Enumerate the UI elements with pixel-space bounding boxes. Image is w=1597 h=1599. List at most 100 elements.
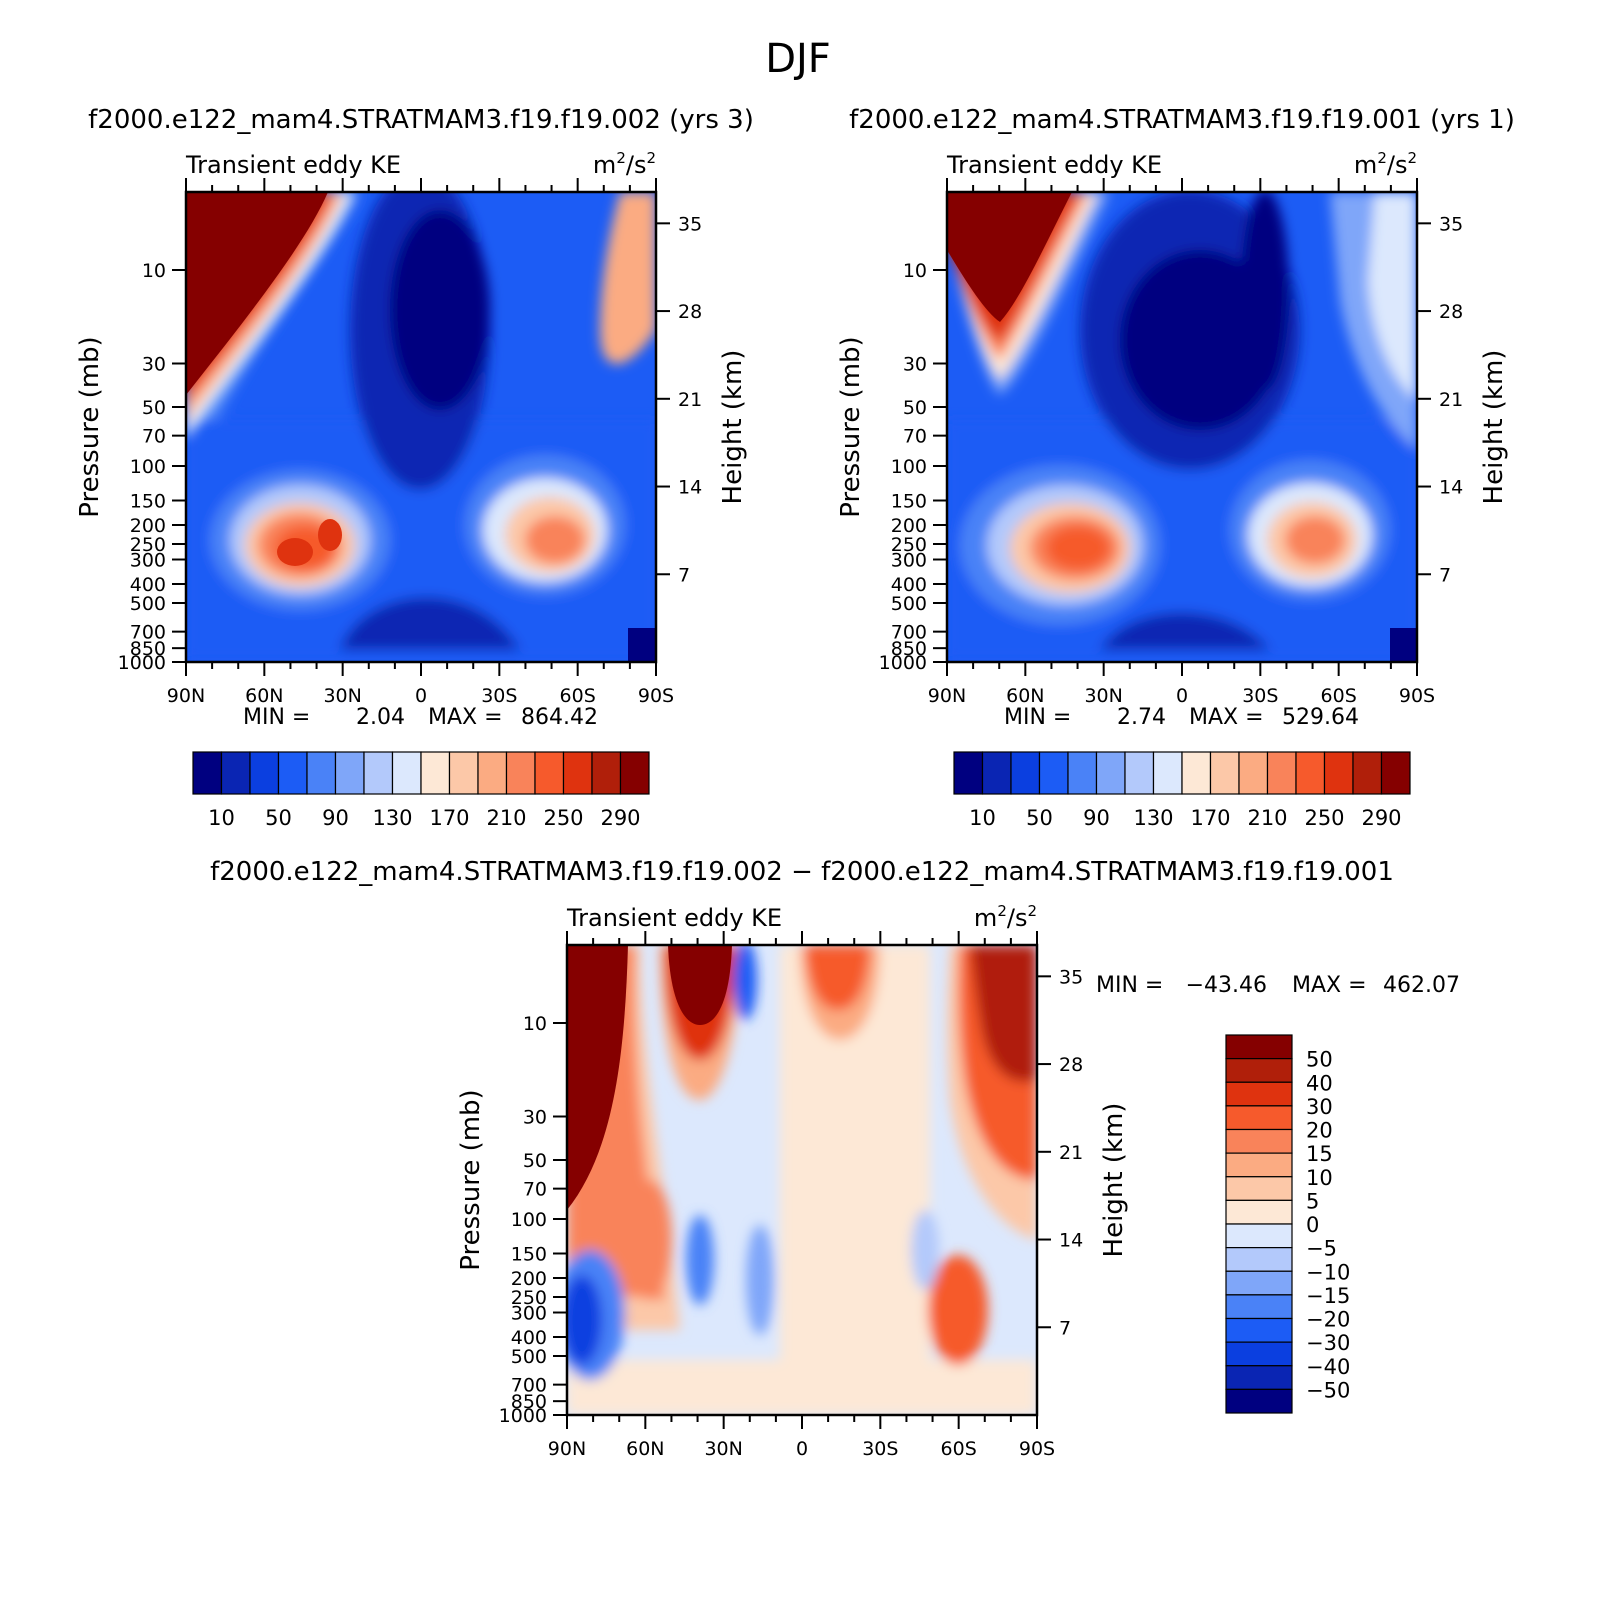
- panel-control-ylabel: Pressure (mb): [836, 336, 866, 517]
- colorbar-box: [363, 751, 394, 795]
- colorbar-box: [619, 751, 650, 795]
- height-tick-label: 28: [1439, 301, 1463, 323]
- colorbar-box: [192, 751, 223, 795]
- colorbar-label: −30: [1306, 1331, 1350, 1355]
- colorbar-box: [953, 751, 984, 795]
- colorbar-label: 250: [543, 806, 583, 830]
- colorbar-label: −5: [1306, 1237, 1337, 1261]
- colorbar-box: [505, 751, 536, 795]
- colorbar-label: 210: [486, 806, 526, 830]
- colorbar-box: [1225, 1365, 1293, 1390]
- pressure-tick-label: 50: [903, 397, 927, 419]
- colorbar-label: −40: [1306, 1355, 1350, 1379]
- pressure-tick-label: 1000: [118, 652, 166, 674]
- panel-test-ylabel: Pressure (mb): [75, 336, 105, 517]
- colorbar-box: [1225, 1223, 1293, 1249]
- panel-difference-left-label: Transient eddy KE: [566, 904, 782, 932]
- height-tick-label: 35: [1439, 213, 1463, 235]
- panel-test-max-value: 864.42: [521, 705, 598, 730]
- lat-tick-label: 60N: [626, 1438, 664, 1460]
- panel-difference-min-label: MIN =: [1096, 973, 1163, 998]
- pressure-tick-label: 300: [511, 1303, 547, 1325]
- panel-test: f2000.e122_mam4.STRATMAM3.f19.f19.002 (y…: [75, 105, 754, 830]
- panel-control-title: f2000.e122_mam4.STRATMAM3.f19.f19.001 (y…: [849, 105, 1515, 135]
- colorbar-box: [1380, 751, 1411, 795]
- panel-difference-axes: 1030507010015020025030040050070085010003…: [499, 931, 1083, 1460]
- colorbar-label: 210: [1247, 806, 1287, 830]
- pressure-tick-label: 700: [511, 1375, 547, 1397]
- panel-control-max-label: MAX =: [1189, 705, 1264, 730]
- colorbar-box: [1152, 751, 1183, 795]
- panel-difference-y2label: Height (km): [1099, 1103, 1129, 1258]
- pressure-tick-label: 100: [130, 456, 166, 478]
- pressure-tick-label: 850: [891, 638, 927, 660]
- lat-tick-label: 30N: [1084, 685, 1122, 707]
- lat-tick-label: 30N: [323, 685, 361, 707]
- height-tick-label: 14: [1059, 1230, 1083, 1252]
- colorbar-label: 5: [1306, 1189, 1319, 1213]
- colorbar-box: [1266, 751, 1297, 795]
- colorbar-box: [1352, 751, 1383, 795]
- height-tick-label: 21: [1059, 1142, 1083, 1164]
- panel-test-units: m2/s2: [593, 149, 656, 179]
- pressure-tick-label: 850: [130, 638, 166, 660]
- pressure-tick-label: 200: [130, 515, 166, 537]
- panel-control-min-value: 2.74: [1117, 705, 1166, 730]
- pressure-tick-label: 300: [891, 550, 927, 572]
- colorbar-label: 170: [1190, 806, 1230, 830]
- panel-control-units: m2/s2: [1354, 149, 1417, 179]
- lat-tick-label: 60S: [941, 1438, 977, 1460]
- colorbar-box: [1067, 751, 1098, 795]
- pressure-tick-label: 250: [511, 1287, 547, 1309]
- colorbar-label: 15: [1306, 1142, 1333, 1166]
- height-tick-label: 7: [1059, 1317, 1071, 1339]
- colorbar-box: [1238, 751, 1269, 795]
- pressure-tick-label: 150: [130, 491, 166, 513]
- pressure-tick-label: 400: [511, 1327, 547, 1349]
- panel-difference-units: m2/s2: [974, 902, 1037, 932]
- colorbar-label: 50: [1306, 1048, 1333, 1072]
- panel-control-colorbar: 10 50 90 130 170 210 250 290: [953, 751, 1411, 830]
- colorbar-label: 20: [1306, 1119, 1333, 1143]
- pressure-tick-label: 100: [511, 1209, 547, 1231]
- colorbar-box: [1323, 751, 1354, 795]
- colorbar-box: [1225, 1388, 1293, 1414]
- pressure-tick-label: 50: [142, 397, 166, 419]
- lat-tick-label: 60S: [1321, 685, 1357, 707]
- pressure-tick-label: 30: [523, 1107, 547, 1129]
- colorbar-box: [1010, 751, 1041, 795]
- colorbar-box: [1181, 751, 1212, 795]
- colorbar-box: [477, 751, 508, 795]
- colorbar-box: [1295, 751, 1326, 795]
- colorbar-label: 10: [1306, 1166, 1333, 1190]
- panel-control-y2label: Height (km): [1479, 350, 1509, 505]
- pressure-tick-label: 250: [130, 534, 166, 556]
- colorbar-label: 170: [429, 806, 469, 830]
- pressure-tick-label: 200: [511, 1268, 547, 1290]
- pressure-tick-label: 10: [903, 260, 927, 282]
- colorbar-label: 10: [969, 806, 996, 830]
- panel-control-field: [947, 192, 1417, 662]
- colorbar-box: [1225, 1317, 1293, 1343]
- panel-difference-title: f2000.e122_mam4.STRATMAM3.f19.f19.002 − …: [210, 857, 1394, 887]
- pressure-tick-label: 300: [130, 550, 166, 572]
- colorbar-box: [1225, 1294, 1293, 1320]
- height-tick-label: 7: [1439, 564, 1451, 586]
- panel-difference-field: [567, 945, 1037, 1415]
- height-tick-label: 28: [678, 301, 702, 323]
- page-title: DJF: [765, 36, 831, 82]
- colorbar-box: [220, 751, 251, 795]
- pressure-tick-label: 500: [891, 593, 927, 615]
- pressure-tick-label: 1000: [879, 652, 927, 674]
- pressure-tick-label: 250: [891, 534, 927, 556]
- panel-test-max-label: MAX =: [428, 705, 503, 730]
- pressure-tick-label: 500: [511, 1346, 547, 1368]
- pressure-tick-label: 200: [891, 515, 927, 537]
- colorbar-box: [562, 751, 593, 795]
- height-tick-label: 14: [1439, 477, 1463, 499]
- panel-test-left-label: Transient eddy KE: [185, 151, 401, 179]
- colorbar-label: 90: [1083, 806, 1110, 830]
- pressure-tick-label: 400: [130, 574, 166, 596]
- pressure-tick-label: 150: [891, 491, 927, 513]
